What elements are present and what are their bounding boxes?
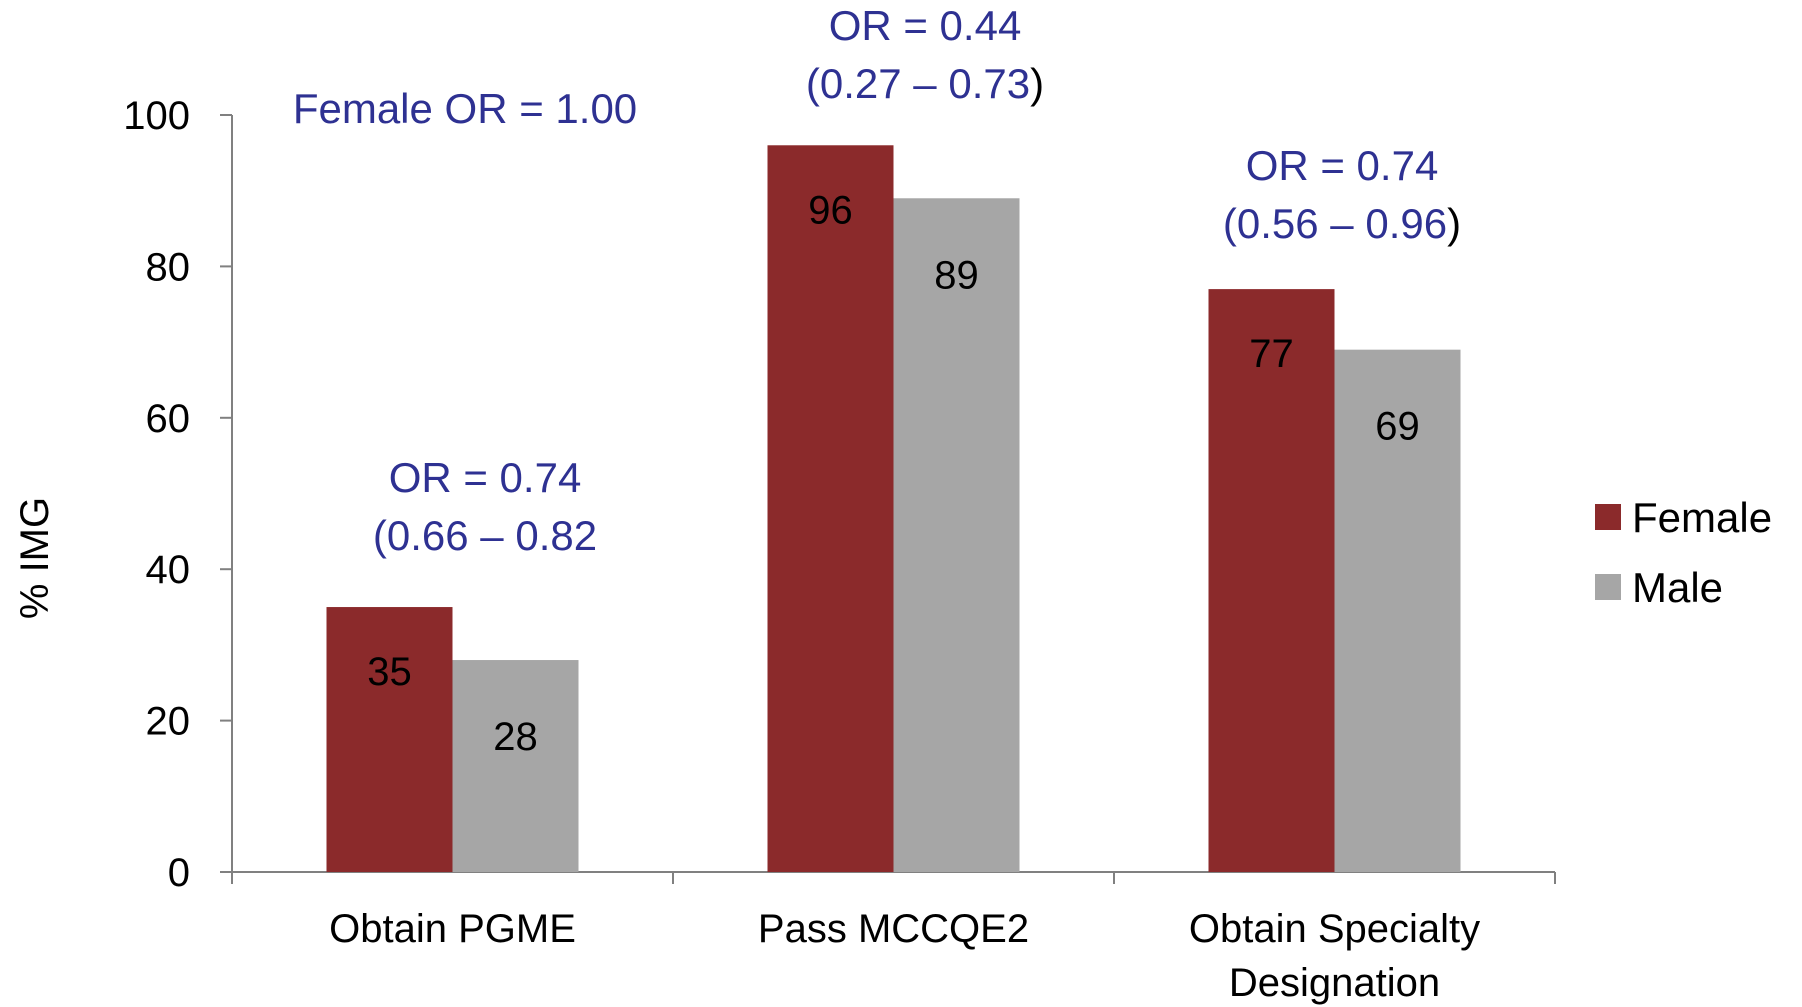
y-tick-label: 40 [146, 548, 191, 592]
annotations: Female OR = 1.00 OR = 0.74 (0.66 – 0.82 OR … [293, 2, 1461, 559]
or-annotation: OR = 0.74 (0.66 – 0.82 [373, 454, 597, 559]
legend-swatch-female [1595, 504, 1621, 530]
bar-female [767, 145, 894, 872]
x-axis: Obtain PGME Pass MCCQE2 Obtain Specialty De… [231, 871, 1556, 1005]
or-annotation: Female OR = 1.00 [293, 85, 637, 132]
data-label: 77 [1249, 332, 1294, 376]
bar-male [1334, 349, 1461, 872]
legend: Female Male [1595, 494, 1772, 611]
bar-male [893, 198, 1020, 872]
data-label: 69 [1375, 405, 1420, 449]
y-tick-label: 0 [168, 851, 190, 895]
legend-label-male: Male [1632, 564, 1723, 611]
x-tick-label: Pass MCCQE2 [758, 907, 1029, 951]
data-labels: 35 96 77 28 89 69 [367, 188, 1420, 759]
data-label: 89 [934, 253, 979, 297]
data-label: 28 [493, 715, 538, 759]
or-annotation: OR = 0.44 (0.27 – 0.73) [806, 2, 1044, 107]
y-tick-label: 20 [146, 700, 191, 744]
bars [326, 145, 1461, 872]
bar-female [1208, 289, 1335, 872]
y-tick-label: 100 [123, 94, 190, 138]
bar-male [452, 660, 579, 872]
or-annotation: OR = 0.74 (0.56 – 0.96) [1223, 142, 1461, 247]
y-axis-label: % IMG [13, 497, 57, 619]
data-label: 96 [808, 188, 853, 232]
y-tick-label: 60 [146, 397, 191, 441]
x-tick-label: Obtain Specialty Designation [1189, 907, 1480, 1005]
data-label: 35 [367, 650, 412, 694]
x-tick-label: Obtain PGME [329, 907, 576, 951]
legend-label-female: Female [1632, 494, 1772, 541]
y-axis: 0 20 40 60 80 100 [123, 94, 233, 895]
y-tick-label: 80 [146, 245, 191, 289]
bar-female [326, 607, 453, 872]
legend-swatch-male [1595, 574, 1621, 600]
